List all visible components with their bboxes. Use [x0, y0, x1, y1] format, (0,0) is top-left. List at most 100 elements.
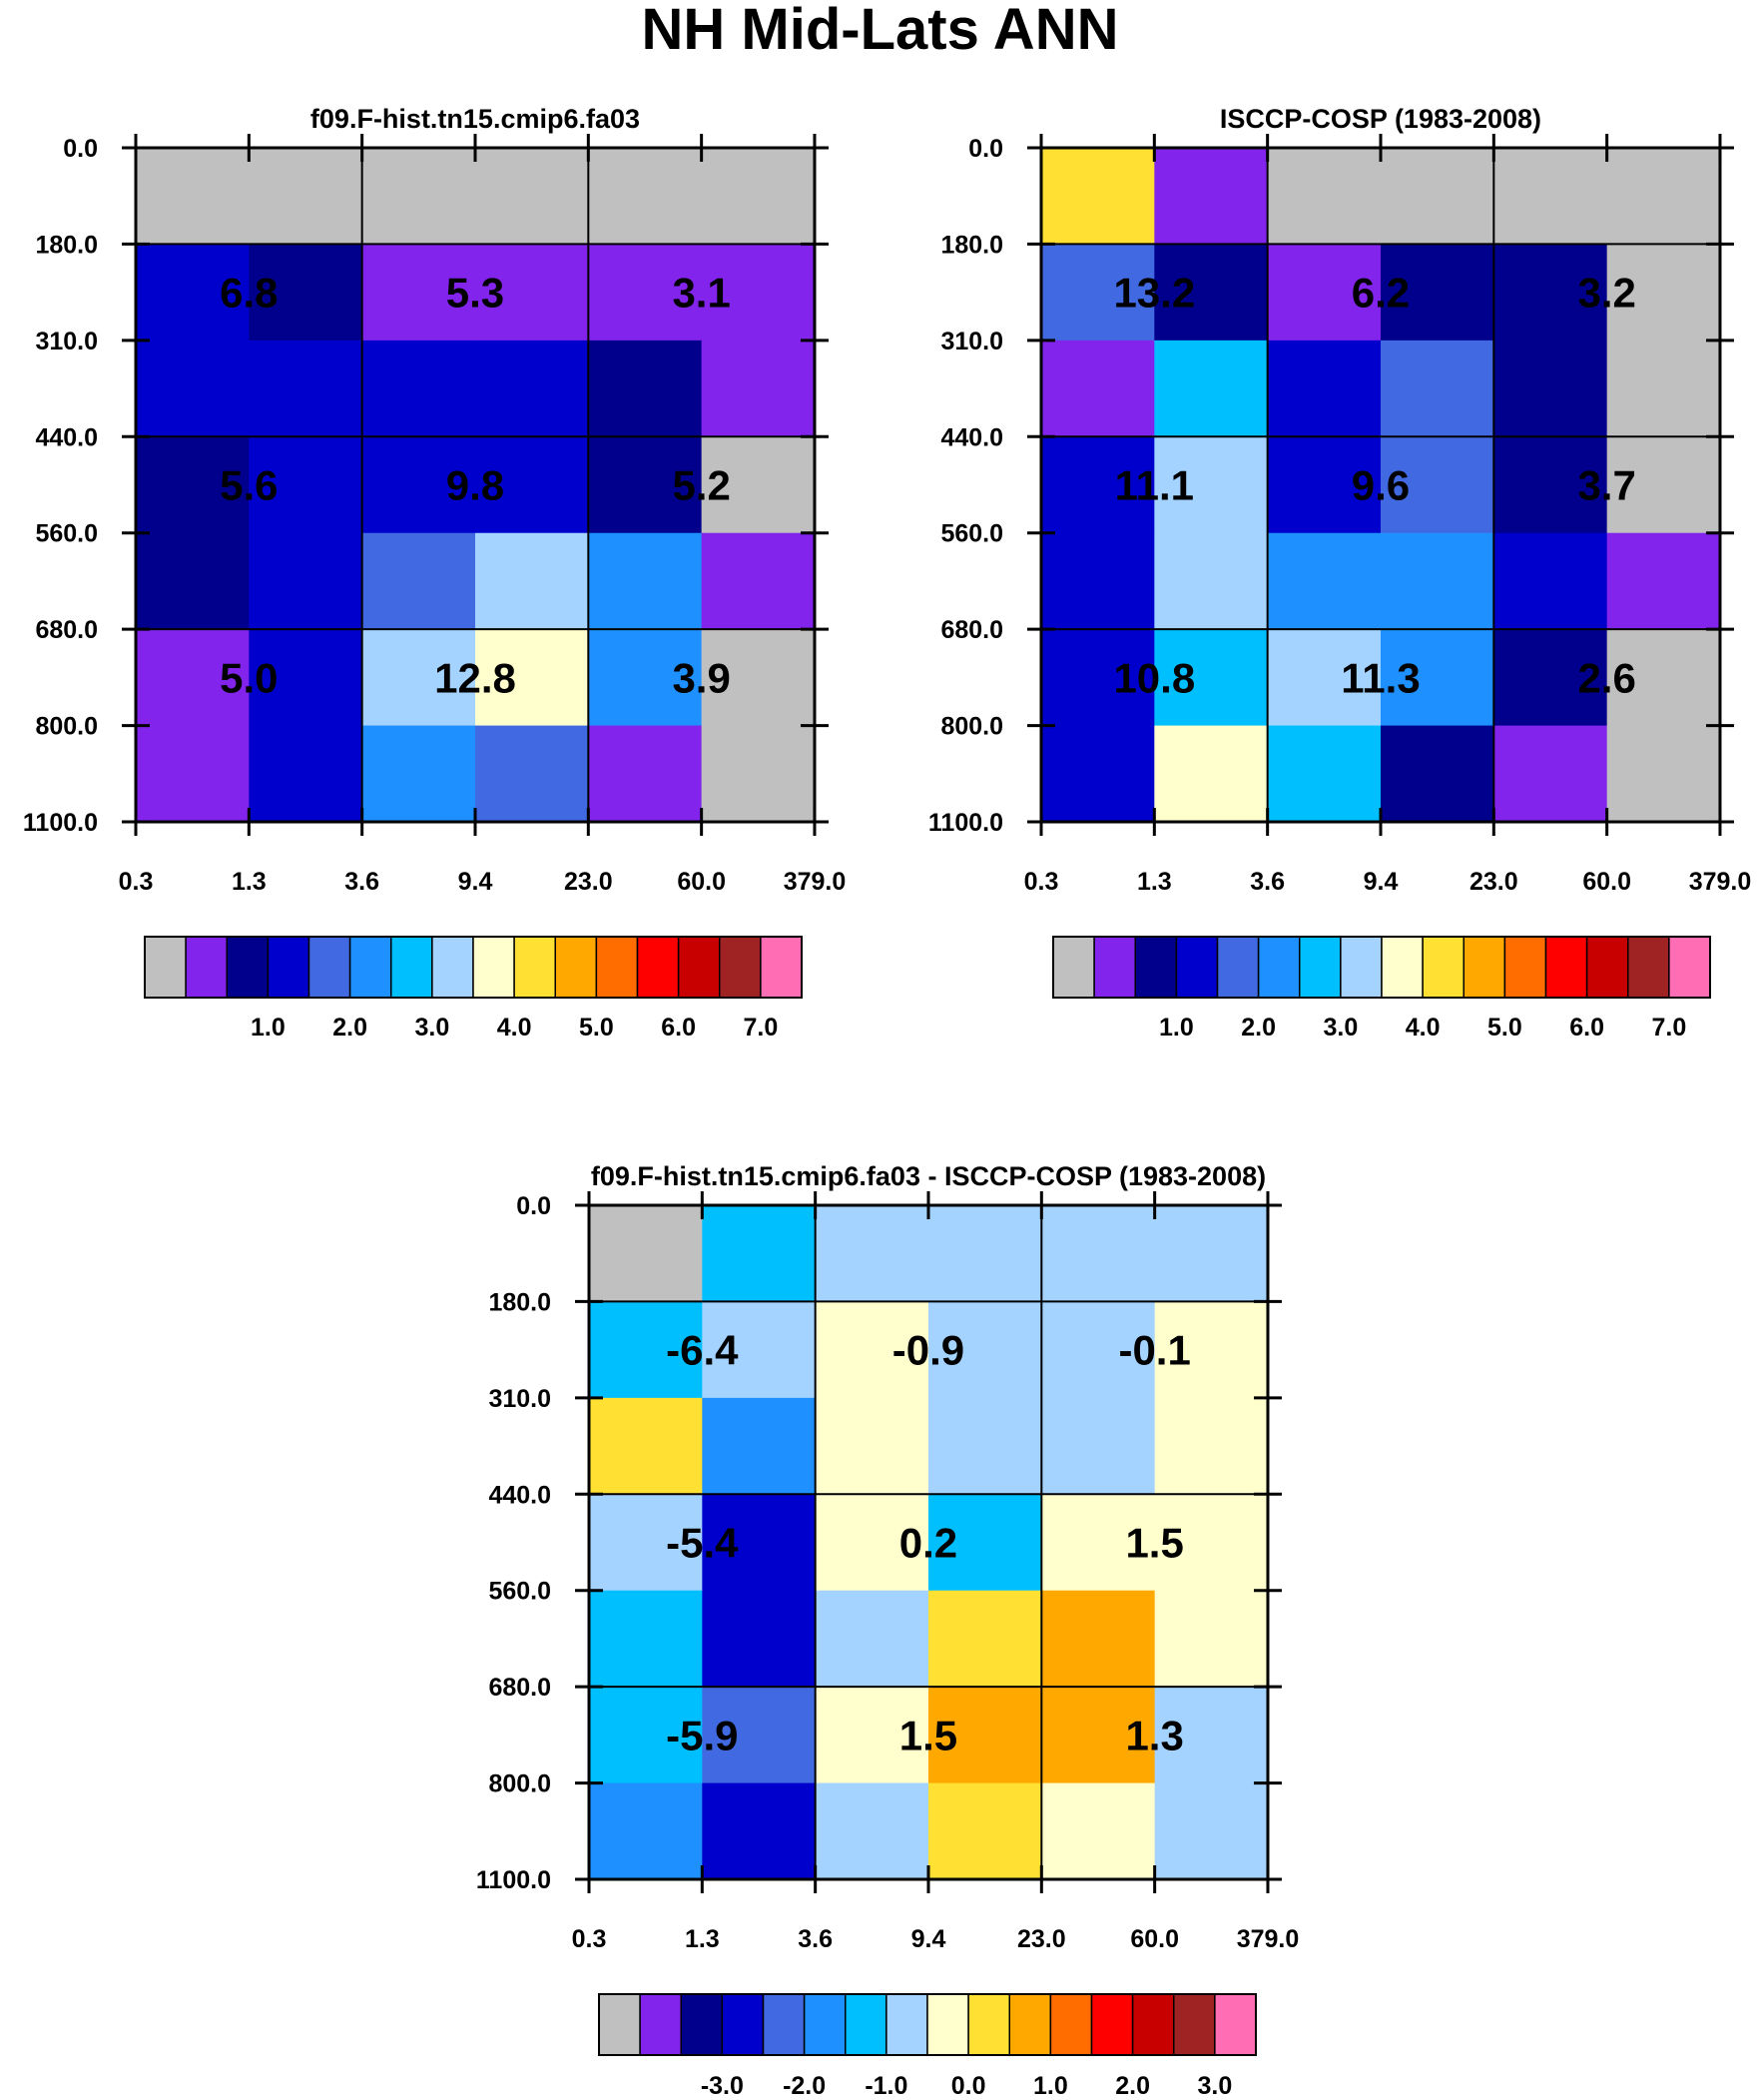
colorbar-swatch — [803, 1993, 847, 2056]
heatmap-cell — [588, 725, 703, 823]
heatmap-cell — [589, 1205, 703, 1303]
box-value-label: 2.6 — [1577, 654, 1635, 701]
heatmap-cell — [249, 436, 363, 534]
colorbar-label: 3.0 — [414, 1014, 449, 1042]
colorbar-swatch — [1052, 936, 1095, 999]
y-tick-label: 310.0 — [35, 328, 98, 355]
colorbar-swatch — [762, 1993, 806, 2056]
heatmap-cell — [361, 436, 476, 534]
heatmap-cell — [1380, 436, 1494, 534]
heatmap-cell — [701, 725, 816, 823]
y-tick-label: 560.0 — [940, 520, 1003, 548]
colorbar-swatch — [1257, 936, 1301, 999]
heatmap-cell — [927, 1782, 1042, 1880]
colorbar-swatch — [1503, 936, 1547, 999]
heatmap-cell — [927, 1205, 1042, 1303]
heatmap-cell — [1493, 532, 1608, 630]
heatmap-cell — [474, 340, 589, 437]
colorbar-swatch — [554, 936, 598, 999]
heatmap-cell — [136, 148, 250, 246]
colorbar-swatch — [595, 936, 639, 999]
heatmap-cell — [1606, 725, 1721, 823]
colorbar-label: 1.0 — [1159, 1014, 1194, 1042]
heatmap-cell — [1041, 532, 1155, 630]
box-value-label: 5.0 — [220, 654, 278, 701]
y-tick-label: 440.0 — [35, 423, 98, 451]
heatmap-cell — [1154, 436, 1269, 534]
heatmap-cell — [1154, 1687, 1269, 1784]
box-value-label: 11.3 — [1341, 654, 1420, 701]
heatmap-cell — [1606, 148, 1721, 246]
heatmap-cell — [474, 725, 589, 823]
y-tick-label: 1100.0 — [928, 809, 1003, 837]
heatmap-cell — [1041, 725, 1155, 823]
colorbar-label: 7.0 — [743, 1014, 778, 1042]
colorbar-label: -2.0 — [783, 2072, 826, 2100]
colorbar-swatch — [1173, 1993, 1216, 2056]
heatmap-cell — [588, 244, 703, 342]
colorbar-frame — [1052, 936, 1711, 999]
heatmap-cell — [1493, 148, 1608, 246]
heatmap-cell — [1267, 244, 1382, 342]
colorbar-swatch — [1049, 1993, 1093, 2056]
x-tick-label: 23.0 — [564, 868, 613, 896]
colorbar-label: -3.0 — [701, 2072, 744, 2100]
heatmap-cell — [1380, 244, 1494, 342]
colorbar-swatch — [1544, 936, 1588, 999]
colorbar-swatch — [926, 1993, 969, 2056]
heatmap-cell — [815, 1782, 929, 1880]
heatmap-cell — [1380, 725, 1494, 823]
colorbar-swatch — [721, 1993, 765, 2056]
colorbar-swatch — [1131, 1993, 1175, 2056]
heatmap-panel-2: ISCCP-COSP (1983-2008) 0.0 180.0 310.0 440.0… — [928, 104, 1751, 1042]
heatmap-cell — [1493, 436, 1608, 534]
heatmap-cell — [136, 629, 250, 727]
box-value-label: 3.2 — [1577, 270, 1635, 317]
colorbar-swatch — [1585, 936, 1629, 999]
box-value-label: 9.8 — [446, 462, 504, 509]
y-tick-label: 310.0 — [488, 1385, 551, 1413]
y-tick-label: 680.0 — [35, 616, 98, 644]
heatmap-cell — [1606, 436, 1721, 534]
x-tick-label: 1.3 — [232, 868, 267, 896]
x-tick-label: 3.6 — [798, 1925, 833, 1953]
x-tick-label: 23.0 — [1017, 1925, 1066, 1953]
colorbar-swatch — [598, 1993, 641, 2056]
colorbar-label: 1.0 — [1033, 2072, 1068, 2100]
colorbar-swatch — [185, 936, 228, 999]
heatmap-cell — [701, 148, 816, 246]
colorbar-swatch — [636, 936, 680, 999]
y-tick-label: 180.0 — [35, 231, 98, 259]
heatmap-cell — [361, 340, 476, 437]
heatmap-cell — [1606, 532, 1721, 630]
box-value-label: 3.1 — [672, 270, 730, 317]
box-value-label: 6.2 — [1352, 270, 1410, 317]
heatmap-cell — [701, 532, 816, 630]
y-tick-label: 1100.0 — [476, 1866, 551, 1894]
heatmap-cell — [1041, 340, 1155, 437]
colorbar-label: 7.0 — [1651, 1014, 1686, 1042]
colorbar-swatch — [1463, 936, 1506, 999]
heatmap-cell — [249, 725, 363, 823]
heatmap-cell — [1154, 1590, 1269, 1688]
heatmap-cell — [589, 1397, 703, 1495]
colorbar-label: -1.0 — [865, 2072, 907, 2100]
x-tick-label: 1.3 — [1137, 868, 1172, 896]
box-value-label: 13.2 — [1113, 270, 1195, 317]
box-value-label: 3.9 — [672, 654, 730, 701]
panel-title: ISCCP-COSP (1983-2008) — [1220, 104, 1541, 134]
y-tick-label: 0.0 — [516, 1192, 551, 1220]
box-value-label: 11.1 — [1115, 462, 1194, 509]
heatmap-cell — [589, 1687, 703, 1784]
heatmap-cell — [474, 148, 589, 246]
heatmap-cell — [249, 244, 363, 342]
colorbar-swatch — [680, 1993, 724, 2056]
heatmap-cell — [815, 1205, 929, 1303]
box-value-label: 1.3 — [1125, 1712, 1183, 1758]
x-tick-label: 9.4 — [458, 868, 493, 896]
heatmap-cell — [136, 244, 250, 342]
colorbar-label: 0.0 — [951, 2072, 986, 2100]
y-tick-label: 560.0 — [35, 520, 98, 548]
colorbar-frame — [598, 1993, 1257, 2056]
colorbar-swatch — [144, 936, 187, 999]
